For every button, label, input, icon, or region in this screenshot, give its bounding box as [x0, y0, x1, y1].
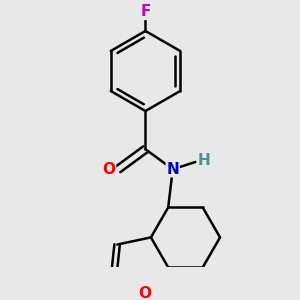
Text: H: H [197, 153, 210, 168]
Text: F: F [140, 4, 151, 20]
Text: O: O [139, 286, 152, 300]
Text: N: N [167, 162, 179, 177]
Text: O: O [103, 162, 116, 177]
